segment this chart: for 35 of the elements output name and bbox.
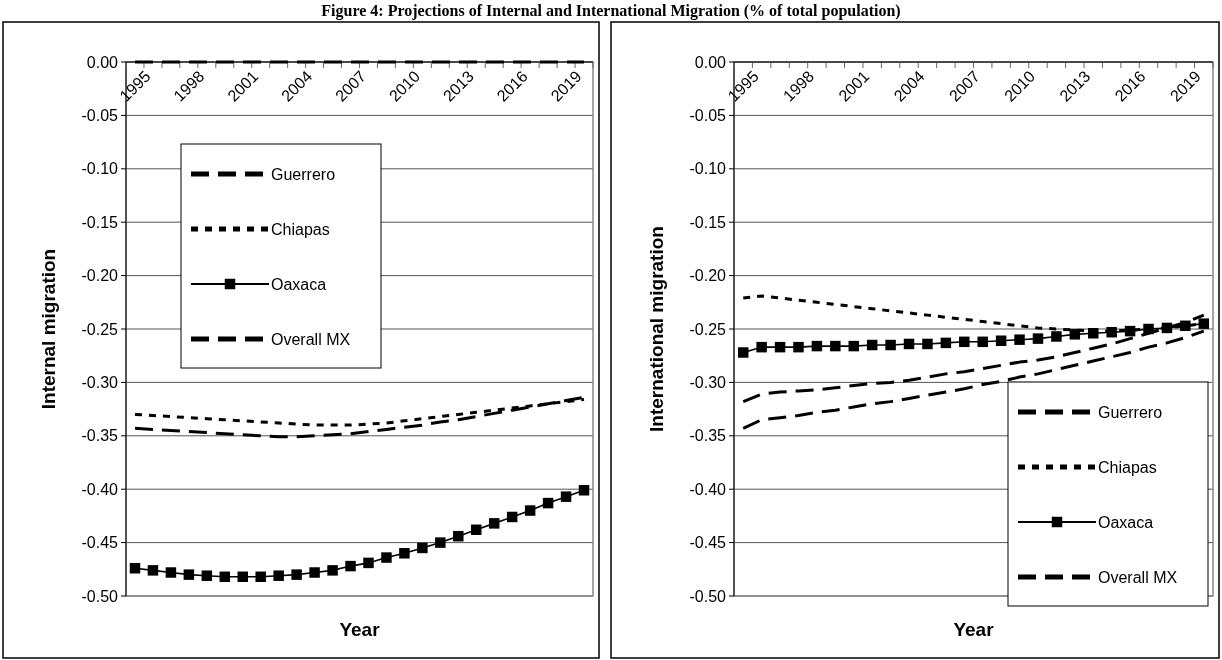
legend-label: Oaxaca <box>1098 513 1154 531</box>
y-tick-label: -0.15 <box>689 213 727 231</box>
y-tick-label: -0.45 <box>81 534 119 552</box>
x-axis-title: Year <box>953 619 995 640</box>
y-tick-label: -0.50 <box>81 587 119 605</box>
legend-label: Overall MX <box>1098 568 1178 586</box>
y-axis-title: Internal migration <box>38 248 59 410</box>
y-tick-label: -0.30 <box>689 374 727 391</box>
x-axis-title: Year <box>339 619 381 640</box>
chart-title: Figure 4: Projections of Internal and International Migration (% of total population) <box>321 2 901 20</box>
y-tick-label: -0.20 <box>81 267 119 285</box>
y-tick-label: -0.10 <box>81 160 119 178</box>
y-tick-label: 0.00 <box>86 53 119 71</box>
y-tick-label: -0.45 <box>689 534 727 552</box>
y-tick-label: -0.35 <box>81 427 119 445</box>
y-tick-label: -0.05 <box>81 107 119 124</box>
y-tick-label: -0.50 <box>689 587 727 605</box>
y-axis-title: International migration <box>646 226 667 432</box>
legend-label: Chiapas <box>271 220 330 238</box>
legend-label: Oaxaca <box>271 275 327 293</box>
y-tick-label: -0.05 <box>689 107 727 124</box>
y-tick-label: -0.10 <box>689 160 727 178</box>
y-tick-label: -0.25 <box>689 320 727 338</box>
legend-label: Chiapas <box>1098 458 1157 476</box>
legend-label: Guerrero <box>271 165 336 183</box>
y-tick-label: -0.25 <box>81 320 119 338</box>
y-tick-label: 0.00 <box>694 53 727 71</box>
legend-label: Overall MX <box>271 330 351 348</box>
y-tick-label: -0.40 <box>81 480 119 498</box>
y-tick-label: -0.35 <box>689 427 727 445</box>
y-tick-label: -0.40 <box>689 480 727 498</box>
y-tick-label: -0.15 <box>81 213 119 231</box>
legend-label: Guerrero <box>1098 403 1163 421</box>
y-tick-label: -0.30 <box>81 374 119 391</box>
y-tick-label: -0.20 <box>689 267 727 285</box>
